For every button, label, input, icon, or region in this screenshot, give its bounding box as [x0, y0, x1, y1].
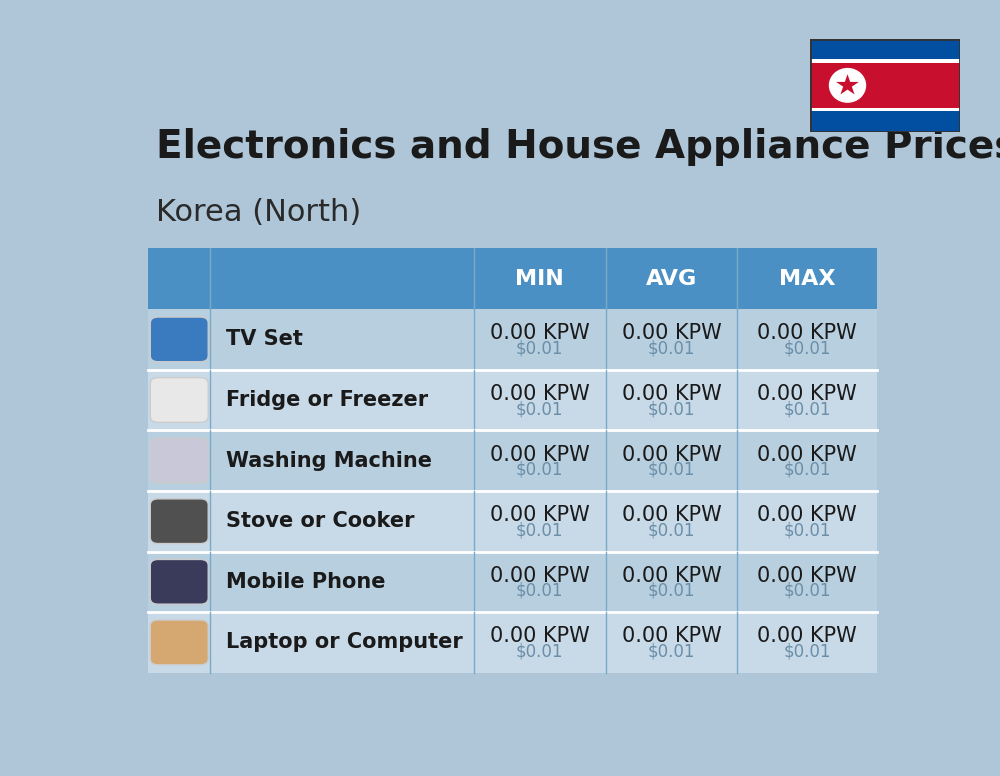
Text: $0.01: $0.01 [516, 461, 563, 479]
Bar [606, 309, 737, 369]
Bar [148, 552, 210, 612]
Bar [148, 430, 210, 491]
Text: 0.00 KPW: 0.00 KPW [757, 324, 857, 343]
Bar [148, 369, 210, 430]
FancyBboxPatch shape [150, 620, 208, 665]
Bar [737, 612, 877, 673]
Text: 0.00 KPW: 0.00 KPW [490, 505, 590, 525]
Bar [474, 430, 606, 491]
Bar [606, 369, 737, 430]
FancyBboxPatch shape [150, 378, 208, 422]
Text: $0.01: $0.01 [783, 521, 831, 539]
Text: 0.00 KPW: 0.00 KPW [757, 505, 857, 525]
Text: $0.01: $0.01 [783, 339, 831, 358]
FancyBboxPatch shape [150, 499, 208, 543]
Bar [810, 111, 960, 132]
Text: $0.01: $0.01 [648, 643, 695, 660]
Bar [737, 248, 877, 309]
Text: $0.01: $0.01 [516, 400, 563, 418]
Text: $0.01: $0.01 [783, 582, 831, 600]
Text: $0.01: $0.01 [648, 521, 695, 539]
Text: $0.01: $0.01 [516, 339, 563, 358]
Text: Electronics and House Appliance Prices: Electronics and House Appliance Prices [156, 128, 1000, 166]
Text: 0.00 KPW: 0.00 KPW [622, 505, 721, 525]
Bar [737, 430, 877, 491]
Text: 0.00 KPW: 0.00 KPW [622, 445, 721, 465]
Bar [606, 612, 737, 673]
Bar [606, 552, 737, 612]
Bar [210, 552, 474, 612]
Text: 0.00 KPW: 0.00 KPW [490, 445, 590, 465]
Text: TV Set: TV Set [226, 329, 303, 349]
FancyBboxPatch shape [150, 559, 208, 605]
Text: Stove or Cooker: Stove or Cooker [226, 511, 414, 532]
Text: 0.00 KPW: 0.00 KPW [622, 324, 721, 343]
Text: 0.00 KPW: 0.00 KPW [757, 384, 857, 404]
Text: MAX: MAX [779, 268, 835, 289]
Text: MIN: MIN [515, 268, 564, 289]
Bar [810, 39, 960, 60]
Text: 0.00 KPW: 0.00 KPW [622, 626, 721, 646]
Bar [210, 612, 474, 673]
Text: Laptop or Computer: Laptop or Computer [226, 632, 462, 653]
Text: $0.01: $0.01 [648, 400, 695, 418]
Text: $0.01: $0.01 [516, 582, 563, 600]
Bar [737, 309, 877, 369]
Text: $0.01: $0.01 [516, 521, 563, 539]
Text: $0.01: $0.01 [783, 400, 831, 418]
Text: 0.00 KPW: 0.00 KPW [490, 324, 590, 343]
Text: 0.00 KPW: 0.00 KPW [622, 566, 721, 586]
Text: 0.00 KPW: 0.00 KPW [622, 384, 721, 404]
Bar [606, 248, 737, 309]
Bar [474, 552, 606, 612]
Bar [148, 491, 210, 552]
Bar [810, 108, 960, 112]
Text: $0.01: $0.01 [648, 339, 695, 358]
Bar [474, 491, 606, 552]
Text: AVG: AVG [646, 268, 697, 289]
Bar [810, 59, 960, 63]
Circle shape [830, 68, 866, 102]
Bar [474, 369, 606, 430]
Bar [810, 60, 960, 111]
Bar [148, 309, 210, 369]
Text: 0.00 KPW: 0.00 KPW [757, 626, 857, 646]
Text: $0.01: $0.01 [516, 643, 563, 660]
Text: Korea (North): Korea (North) [156, 198, 361, 227]
Bar [148, 248, 210, 309]
Text: 0.00 KPW: 0.00 KPW [490, 384, 590, 404]
Text: 0.00 KPW: 0.00 KPW [757, 566, 857, 586]
FancyBboxPatch shape [150, 438, 208, 483]
Text: 0.00 KPW: 0.00 KPW [757, 445, 857, 465]
Bar [606, 491, 737, 552]
Polygon shape [836, 74, 859, 95]
Text: Washing Machine: Washing Machine [226, 451, 432, 470]
Bar [737, 491, 877, 552]
Text: 0.00 KPW: 0.00 KPW [490, 566, 590, 586]
Bar [737, 369, 877, 430]
Bar [210, 491, 474, 552]
Bar [474, 248, 606, 309]
Bar [210, 309, 474, 369]
Bar [737, 552, 877, 612]
Bar [148, 612, 210, 673]
Bar [210, 248, 474, 309]
Text: $0.01: $0.01 [783, 461, 831, 479]
FancyBboxPatch shape [150, 317, 208, 362]
Text: 0.00 KPW: 0.00 KPW [490, 626, 590, 646]
Bar [474, 612, 606, 673]
Text: $0.01: $0.01 [648, 582, 695, 600]
Text: $0.01: $0.01 [648, 461, 695, 479]
Bar [210, 430, 474, 491]
Text: Mobile Phone: Mobile Phone [226, 572, 385, 592]
Text: Fridge or Freezer: Fridge or Freezer [226, 390, 428, 410]
Bar [210, 369, 474, 430]
Bar [474, 309, 606, 369]
Text: $0.01: $0.01 [783, 643, 831, 660]
Bar [606, 430, 737, 491]
